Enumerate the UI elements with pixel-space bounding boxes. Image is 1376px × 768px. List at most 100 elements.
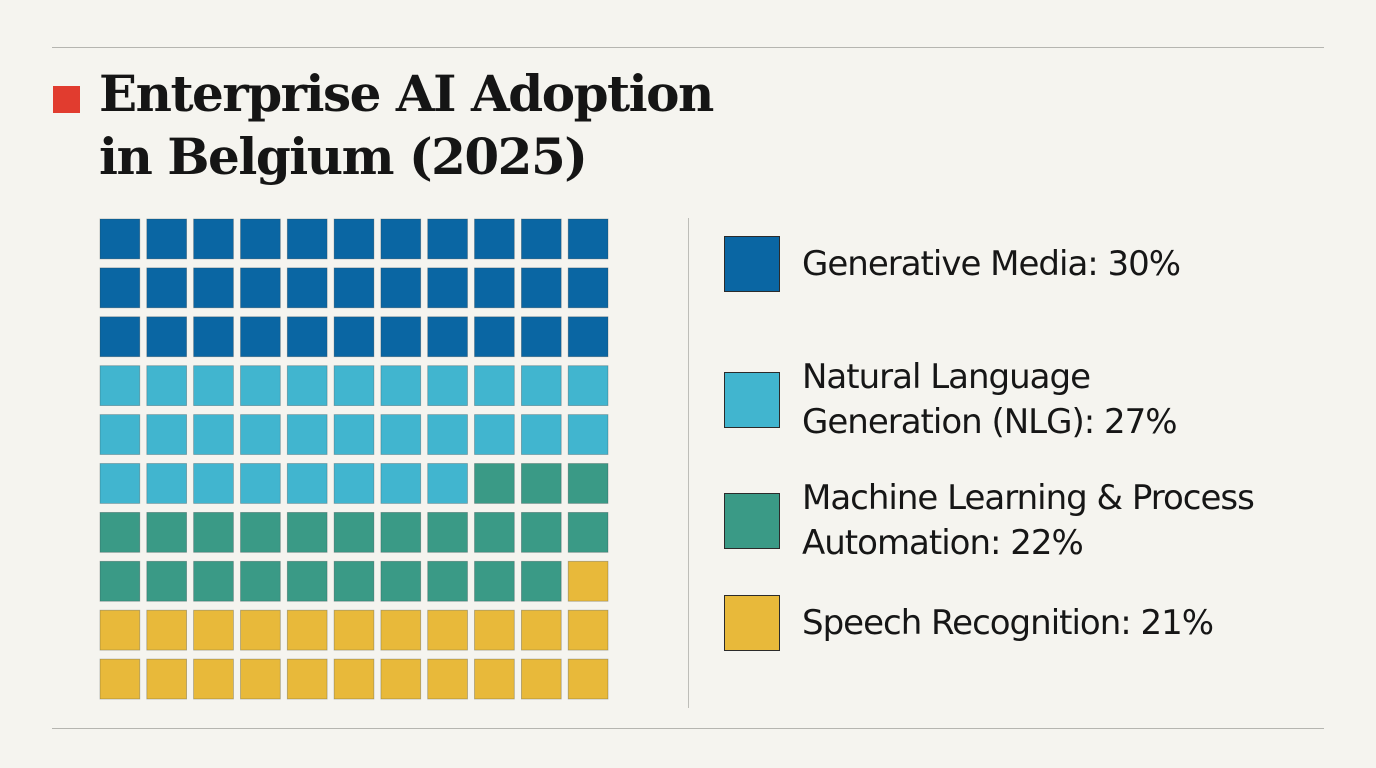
waffle-cell-generative-media [380,218,422,260]
waffle-cell-generative-media [240,267,281,309]
title-accent-square [53,86,80,113]
waffle-cell-generative-media [240,316,281,358]
waffle-cell-speech-recognition [146,658,188,700]
waffle-cell-generative-media [567,316,609,358]
waffle-cell-speech-recognition [380,609,422,651]
top-rule [52,47,1324,48]
waffle-cell-ml-automation [380,512,422,553]
legend-item-speech-recognition: Speech Recognition: 21% [724,595,1272,651]
legend-swatch-speech-recognition [724,595,780,651]
waffle-cell-nlg [146,414,188,455]
waffle-cell-nlg [193,414,234,455]
legend-item-nlg: Natural Language Generation (NLG): 27% [724,355,1272,445]
waffle-cell-generative-media [427,316,468,358]
waffle-cell-speech-recognition [427,609,468,651]
bottom-rule [52,728,1324,729]
legend-item-generative-media: Generative Media: 30% [724,236,1272,292]
waffle-cell-nlg [521,414,562,455]
waffle-cell-generative-media [380,316,422,358]
waffle-cell-speech-recognition [286,609,328,651]
waffle-cell-nlg [240,463,281,504]
waffle-cell-generative-media [567,267,609,309]
waffle-cell-nlg [240,365,281,407]
waffle-cell-speech-recognition [99,658,141,700]
waffle-cell-generative-media [567,218,609,260]
waffle-cell-generative-media [99,218,141,260]
waffle-cell-generative-media [99,316,141,358]
waffle-cell-generative-media [333,218,375,260]
waffle-cell-nlg [333,365,375,407]
waffle-cell-ml-automation [427,560,468,602]
waffle-cell-nlg [474,365,515,407]
waffle-cell-generative-media [333,316,375,358]
waffle-cell-nlg [427,365,468,407]
waffle-cell-speech-recognition [567,658,609,700]
legend-label-speech-recognition: Speech Recognition: 21% [802,602,1214,643]
waffle-cell-ml-automation [380,560,422,602]
legend-swatch-ml-automation [724,493,780,549]
waffle-cell-generative-media [146,316,188,358]
waffle-cell-generative-media [286,218,328,260]
waffle-cell-generative-media [146,218,188,260]
waffle-cell-nlg [474,414,515,455]
waffle-cell-ml-automation [286,560,328,602]
waffle-cell-nlg [99,365,141,407]
legend-swatch-generative-media [724,236,780,292]
waffle-cell-ml-automation [333,560,375,602]
waffle-cell-nlg [286,414,328,455]
waffle-cell-nlg [286,463,328,504]
waffle-cell-speech-recognition [474,609,515,651]
waffle-cell-ml-automation [521,463,562,504]
waffle-cell-nlg [333,414,375,455]
waffle-cell-ml-automation [146,512,188,553]
waffle-cell-nlg [193,365,234,407]
waffle-cell-speech-recognition [99,609,141,651]
waffle-cell-generative-media [521,218,562,260]
waffle-cell-ml-automation [193,512,234,553]
legend-label-generative-media: Generative Media: 30% [802,243,1181,284]
waffle-cell-generative-media [193,316,234,358]
waffle-cell-nlg [567,414,609,455]
waffle-cell-ml-automation [286,512,328,553]
waffle-cell-ml-automation [146,560,188,602]
waffle-cell-speech-recognition [521,658,562,700]
waffle-cell-generative-media [427,218,468,260]
waffle-cell-ml-automation [474,463,515,504]
waffle-cell-ml-automation [567,512,609,553]
waffle-cell-speech-recognition [286,658,328,700]
waffle-cell-generative-media [474,316,515,358]
waffle-cell-generative-media [99,267,141,309]
waffle-cell-ml-automation [567,463,609,504]
waffle-cell-speech-recognition [333,609,375,651]
waffle-cell-ml-automation [474,560,515,602]
waffle-cell-generative-media [286,267,328,309]
waffle-cell-generative-media [521,267,562,309]
waffle-cell-ml-automation [99,560,141,602]
waffle-cell-ml-automation [521,560,562,602]
waffle-cell-nlg [380,463,422,504]
waffle-cell-generative-media [380,267,422,309]
waffle-cell-speech-recognition [146,609,188,651]
legend-divider [688,218,689,708]
waffle-cell-generative-media [286,316,328,358]
waffle-cell-generative-media [333,267,375,309]
waffle-cell-generative-media [193,218,234,260]
waffle-cell-ml-automation [193,560,234,602]
waffle-cell-ml-automation [240,560,281,602]
waffle-cell-speech-recognition [380,658,422,700]
waffle-cell-speech-recognition [193,658,234,700]
waffle-cell-ml-automation [333,512,375,553]
waffle-cell-nlg [427,414,468,455]
waffle-cell-ml-automation [99,512,141,553]
waffle-cell-nlg [146,463,188,504]
waffle-cell-speech-recognition [567,560,609,602]
waffle-cell-generative-media [193,267,234,309]
waffle-cell-speech-recognition [427,658,468,700]
waffle-cell-generative-media [474,267,515,309]
waffle-cell-nlg [521,365,562,407]
waffle-cell-speech-recognition [240,609,281,651]
chart-title: Enterprise AI Adoption in Belgium (2025) [99,64,714,186]
waffle-cell-nlg [427,463,468,504]
waffle-cell-nlg [333,463,375,504]
